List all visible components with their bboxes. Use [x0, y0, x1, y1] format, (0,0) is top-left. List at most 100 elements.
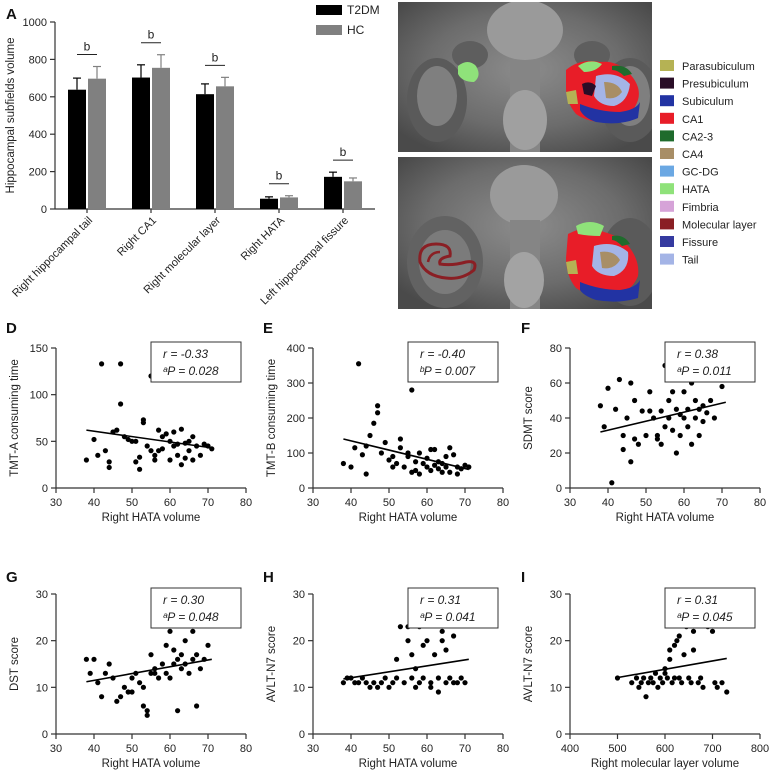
- data-point: [719, 383, 725, 390]
- data-point: [163, 431, 169, 437]
- data-point: [171, 647, 177, 653]
- data-point: [140, 703, 146, 709]
- data-point: [144, 712, 150, 718]
- data-point: [451, 633, 457, 639]
- data-point: [371, 680, 377, 686]
- data-point: [340, 680, 346, 686]
- data-point: [125, 689, 131, 695]
- data-point: [435, 675, 441, 681]
- data-point: [340, 460, 346, 467]
- y-tick-label: 50: [36, 436, 48, 448]
- data-point: [635, 441, 642, 447]
- data-point: [394, 460, 400, 467]
- data-point: [99, 361, 105, 367]
- data-point: [458, 675, 464, 681]
- data-point: [420, 675, 426, 681]
- y-tick-label: 0: [556, 729, 562, 741]
- data-point: [690, 628, 697, 634]
- data-point: [666, 397, 672, 404]
- y-tick-label: 200: [287, 413, 305, 425]
- data-point: [671, 675, 678, 681]
- data-point: [719, 680, 725, 686]
- legend-label-subfield: Fissure: [682, 237, 718, 249]
- legend-label-subfield: CA1: [682, 114, 703, 126]
- data-point: [639, 408, 645, 414]
- data-point: [375, 403, 381, 409]
- legend-label-hc: HC: [347, 23, 365, 37]
- panel-a-bar-chart: 0 200 400 600 800 1000 Hippocampal subfields v…: [5, 17, 375, 307]
- panel-label-d: D: [6, 320, 17, 337]
- data-point: [664, 675, 670, 681]
- x-tick-label: 40: [602, 497, 614, 509]
- data-point: [156, 675, 162, 681]
- data-point: [632, 397, 638, 404]
- data-point: [148, 670, 154, 676]
- data-point: [352, 445, 358, 451]
- data-point: [652, 670, 659, 676]
- y-tick-label: 100: [30, 390, 48, 402]
- legend-swatch-subfield: [660, 165, 674, 177]
- data-point: [695, 680, 701, 686]
- data-point: [83, 656, 89, 662]
- y-tick-label: 0: [299, 483, 305, 495]
- regression-line: [614, 657, 727, 679]
- y-tick-label-a: 400: [29, 129, 47, 141]
- significance-label-a: b: [84, 40, 91, 54]
- stat-box: [664, 341, 756, 383]
- brain-legend: Parasubiculum Presubiculum Subiculum CA1 CA2…: [660, 60, 757, 267]
- data-point: [420, 460, 426, 467]
- x-tick-label: 60: [421, 743, 433, 755]
- data-point: [137, 454, 143, 460]
- data-point: [711, 415, 718, 421]
- legend-label-subfield: Parasubiculum: [682, 61, 755, 73]
- data-point: [443, 453, 449, 460]
- data-point: [394, 656, 400, 662]
- data-point: [205, 642, 211, 648]
- panel-label-e: E: [263, 320, 273, 337]
- legend-swatch-subfield: [660, 60, 674, 71]
- data-point: [148, 448, 154, 454]
- data-point: [643, 694, 649, 700]
- data-point: [432, 462, 438, 468]
- data-point: [156, 427, 162, 433]
- data-point: [667, 656, 673, 662]
- x-axis-title: Right molecular layer volume: [591, 758, 739, 770]
- data-point: [689, 441, 695, 447]
- y-tick-label-a: 0: [41, 204, 47, 216]
- data-point: [356, 680, 362, 686]
- data-point: [133, 459, 139, 465]
- x-tick-label: 70: [202, 497, 214, 509]
- x-axis-title: Right HATA volume: [102, 758, 201, 770]
- data-point: [679, 680, 685, 686]
- y-axis-title-a: Hippocampal subfields volume: [5, 38, 17, 194]
- data-point: [409, 675, 415, 681]
- y-tick-label: 300: [287, 378, 305, 390]
- data-point: [178, 652, 184, 658]
- legend-swatch-subfield: [660, 236, 674, 247]
- legend-label-subfield: Subiculum: [682, 96, 733, 108]
- stat-r: r = 0.31: [420, 593, 461, 607]
- data-point: [382, 439, 388, 446]
- data-point: [597, 403, 604, 409]
- data-point: [620, 432, 626, 439]
- data-point: [428, 684, 434, 690]
- data-point: [638, 680, 644, 686]
- data-point: [175, 656, 181, 662]
- scatter-panel-h: 30 40 50 60 70 80 0 10 20 30 Right HATA volume AVLT…: [266, 587, 509, 770]
- data-point: [152, 457, 158, 463]
- data-point: [647, 408, 653, 414]
- y-axis-title: AVLT-N7 score: [523, 626, 535, 702]
- y-tick-label-a: 200: [29, 167, 47, 179]
- data-point: [724, 689, 730, 695]
- regression-line: [343, 658, 469, 680]
- data-point: [390, 680, 396, 686]
- data-point: [658, 441, 664, 447]
- data-point: [641, 675, 647, 681]
- data-point: [620, 446, 626, 453]
- legend-swatch-hc: [316, 25, 342, 35]
- stat-p: ᵇP = 0.007: [419, 364, 476, 378]
- significance-label-a: b: [340, 145, 347, 159]
- x-axis-title: Right HATA volume: [102, 512, 201, 524]
- data-point: [676, 675, 682, 681]
